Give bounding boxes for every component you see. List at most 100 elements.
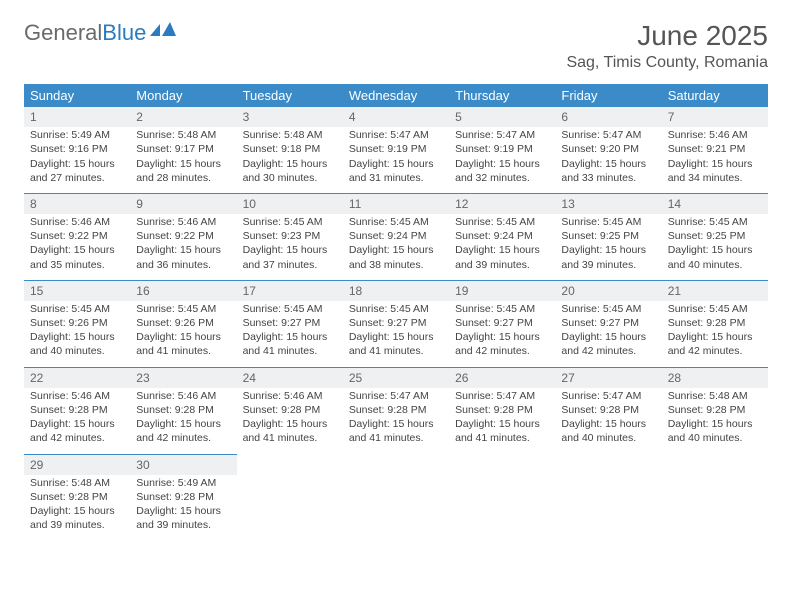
calendar-day-cell: 4Sunrise: 5:47 AMSunset: 9:19 PMDaylight… xyxy=(343,107,449,193)
daylight-line: Daylight: 15 hours and 37 minutes. xyxy=(243,243,337,271)
sunrise-line: Sunrise: 5:48 AM xyxy=(668,389,762,403)
calendar-day-cell: 21Sunrise: 5:45 AMSunset: 9:28 PMDayligh… xyxy=(662,280,768,367)
daylight-line: Daylight: 15 hours and 40 minutes. xyxy=(668,243,762,271)
sunrise-line: Sunrise: 5:47 AM xyxy=(455,128,549,142)
weekday-header: Sunday xyxy=(24,84,130,107)
calendar-day-cell: 16Sunrise: 5:45 AMSunset: 9:26 PMDayligh… xyxy=(130,280,236,367)
calendar-day-cell: 6Sunrise: 5:47 AMSunset: 9:20 PMDaylight… xyxy=(555,107,661,193)
day-number: 3 xyxy=(237,107,343,127)
sunrise-line: Sunrise: 5:45 AM xyxy=(136,302,230,316)
day-number: 14 xyxy=(662,194,768,214)
day-number: 20 xyxy=(555,281,661,301)
daylight-line: Daylight: 15 hours and 40 minutes. xyxy=(668,417,762,445)
sunset-line: Sunset: 9:18 PM xyxy=(243,142,337,156)
sunrise-line: Sunrise: 5:46 AM xyxy=(668,128,762,142)
day-number: 22 xyxy=(24,368,130,388)
day-number: 23 xyxy=(130,368,236,388)
day-number: 2 xyxy=(130,107,236,127)
calendar-day-cell: 28Sunrise: 5:48 AMSunset: 9:28 PMDayligh… xyxy=(662,367,768,454)
sunset-line: Sunset: 9:16 PM xyxy=(30,142,124,156)
day-number: 18 xyxy=(343,281,449,301)
day-number: 24 xyxy=(237,368,343,388)
sunrise-line: Sunrise: 5:45 AM xyxy=(668,302,762,316)
sunset-line: Sunset: 9:28 PM xyxy=(136,403,230,417)
daylight-line: Daylight: 15 hours and 33 minutes. xyxy=(561,157,655,185)
calendar-day-cell xyxy=(343,454,449,540)
sunrise-line: Sunrise: 5:47 AM xyxy=(561,389,655,403)
daylight-line: Daylight: 15 hours and 41 minutes. xyxy=(243,330,337,358)
sunset-line: Sunset: 9:28 PM xyxy=(455,403,549,417)
weekday-header: Thursday xyxy=(449,84,555,107)
sunrise-line: Sunrise: 5:45 AM xyxy=(349,215,443,229)
calendar-day-cell: 20Sunrise: 5:45 AMSunset: 9:27 PMDayligh… xyxy=(555,280,661,367)
calendar-day-cell: 26Sunrise: 5:47 AMSunset: 9:28 PMDayligh… xyxy=(449,367,555,454)
sunset-line: Sunset: 9:19 PM xyxy=(455,142,549,156)
day-number: 26 xyxy=(449,368,555,388)
day-number: 6 xyxy=(555,107,661,127)
sunset-line: Sunset: 9:27 PM xyxy=(349,316,443,330)
sunrise-line: Sunrise: 5:49 AM xyxy=(30,128,124,142)
sunrise-line: Sunrise: 5:45 AM xyxy=(455,215,549,229)
calendar-day-cell: 25Sunrise: 5:47 AMSunset: 9:28 PMDayligh… xyxy=(343,367,449,454)
calendar-day-cell: 30Sunrise: 5:49 AMSunset: 9:28 PMDayligh… xyxy=(130,454,236,540)
calendar-day-cell: 1Sunrise: 5:49 AMSunset: 9:16 PMDaylight… xyxy=(24,107,130,193)
daylight-line: Daylight: 15 hours and 42 minutes. xyxy=(561,330,655,358)
sunrise-line: Sunrise: 5:47 AM xyxy=(349,389,443,403)
weekday-header: Wednesday xyxy=(343,84,449,107)
sunset-line: Sunset: 9:28 PM xyxy=(136,490,230,504)
sunset-line: Sunset: 9:28 PM xyxy=(30,403,124,417)
sunset-line: Sunset: 9:28 PM xyxy=(668,316,762,330)
sunset-line: Sunset: 9:19 PM xyxy=(349,142,443,156)
day-number: 12 xyxy=(449,194,555,214)
sunrise-line: Sunrise: 5:48 AM xyxy=(136,128,230,142)
sunrise-line: Sunrise: 5:46 AM xyxy=(30,215,124,229)
sunrise-line: Sunrise: 5:45 AM xyxy=(455,302,549,316)
sunset-line: Sunset: 9:20 PM xyxy=(561,142,655,156)
calendar-day-cell: 15Sunrise: 5:45 AMSunset: 9:26 PMDayligh… xyxy=(24,280,130,367)
calendar-day-cell: 11Sunrise: 5:45 AMSunset: 9:24 PMDayligh… xyxy=(343,193,449,280)
daylight-line: Daylight: 15 hours and 32 minutes. xyxy=(455,157,549,185)
sunset-line: Sunset: 9:21 PM xyxy=(668,142,762,156)
calendar-week-row: 8Sunrise: 5:46 AMSunset: 9:22 PMDaylight… xyxy=(24,193,768,280)
daylight-line: Daylight: 15 hours and 39 minutes. xyxy=(455,243,549,271)
day-number: 30 xyxy=(130,455,236,475)
sunset-line: Sunset: 9:24 PM xyxy=(455,229,549,243)
calendar-day-cell: 19Sunrise: 5:45 AMSunset: 9:27 PMDayligh… xyxy=(449,280,555,367)
sunrise-line: Sunrise: 5:48 AM xyxy=(243,128,337,142)
sunrise-line: Sunrise: 5:45 AM xyxy=(30,302,124,316)
sunrise-line: Sunrise: 5:45 AM xyxy=(243,215,337,229)
calendar-day-cell: 10Sunrise: 5:45 AMSunset: 9:23 PMDayligh… xyxy=(237,193,343,280)
sunset-line: Sunset: 9:24 PM xyxy=(349,229,443,243)
sunrise-line: Sunrise: 5:45 AM xyxy=(349,302,443,316)
sunset-line: Sunset: 9:28 PM xyxy=(349,403,443,417)
calendar-week-row: 29Sunrise: 5:48 AMSunset: 9:28 PMDayligh… xyxy=(24,454,768,540)
day-number: 13 xyxy=(555,194,661,214)
sunset-line: Sunset: 9:25 PM xyxy=(561,229,655,243)
calendar-day-cell: 18Sunrise: 5:45 AMSunset: 9:27 PMDayligh… xyxy=(343,280,449,367)
sunrise-line: Sunrise: 5:46 AM xyxy=(243,389,337,403)
daylight-line: Daylight: 15 hours and 41 minutes. xyxy=(455,417,549,445)
calendar-day-cell: 24Sunrise: 5:46 AMSunset: 9:28 PMDayligh… xyxy=(237,367,343,454)
day-number: 19 xyxy=(449,281,555,301)
weekday-header: Saturday xyxy=(662,84,768,107)
sunset-line: Sunset: 9:28 PM xyxy=(561,403,655,417)
sunset-line: Sunset: 9:17 PM xyxy=(136,142,230,156)
day-number: 4 xyxy=(343,107,449,127)
calendar-day-cell xyxy=(662,454,768,540)
daylight-line: Daylight: 15 hours and 39 minutes. xyxy=(136,504,230,532)
calendar-day-cell: 3Sunrise: 5:48 AMSunset: 9:18 PMDaylight… xyxy=(237,107,343,193)
calendar-day-cell: 22Sunrise: 5:46 AMSunset: 9:28 PMDayligh… xyxy=(24,367,130,454)
flag-icon xyxy=(150,20,176,46)
sunset-line: Sunset: 9:28 PM xyxy=(243,403,337,417)
daylight-line: Daylight: 15 hours and 28 minutes. xyxy=(136,157,230,185)
weekday-header: Tuesday xyxy=(237,84,343,107)
day-number: 16 xyxy=(130,281,236,301)
daylight-line: Daylight: 15 hours and 36 minutes. xyxy=(136,243,230,271)
weekday-header: Monday xyxy=(130,84,236,107)
sunset-line: Sunset: 9:28 PM xyxy=(668,403,762,417)
weekday-header-row: SundayMondayTuesdayWednesdayThursdayFrid… xyxy=(24,84,768,107)
month-title: June 2025 xyxy=(566,20,768,52)
header: GeneralBlue June 2025 Sag, Timis County,… xyxy=(24,20,768,72)
day-number: 29 xyxy=(24,455,130,475)
sunrise-line: Sunrise: 5:46 AM xyxy=(136,215,230,229)
